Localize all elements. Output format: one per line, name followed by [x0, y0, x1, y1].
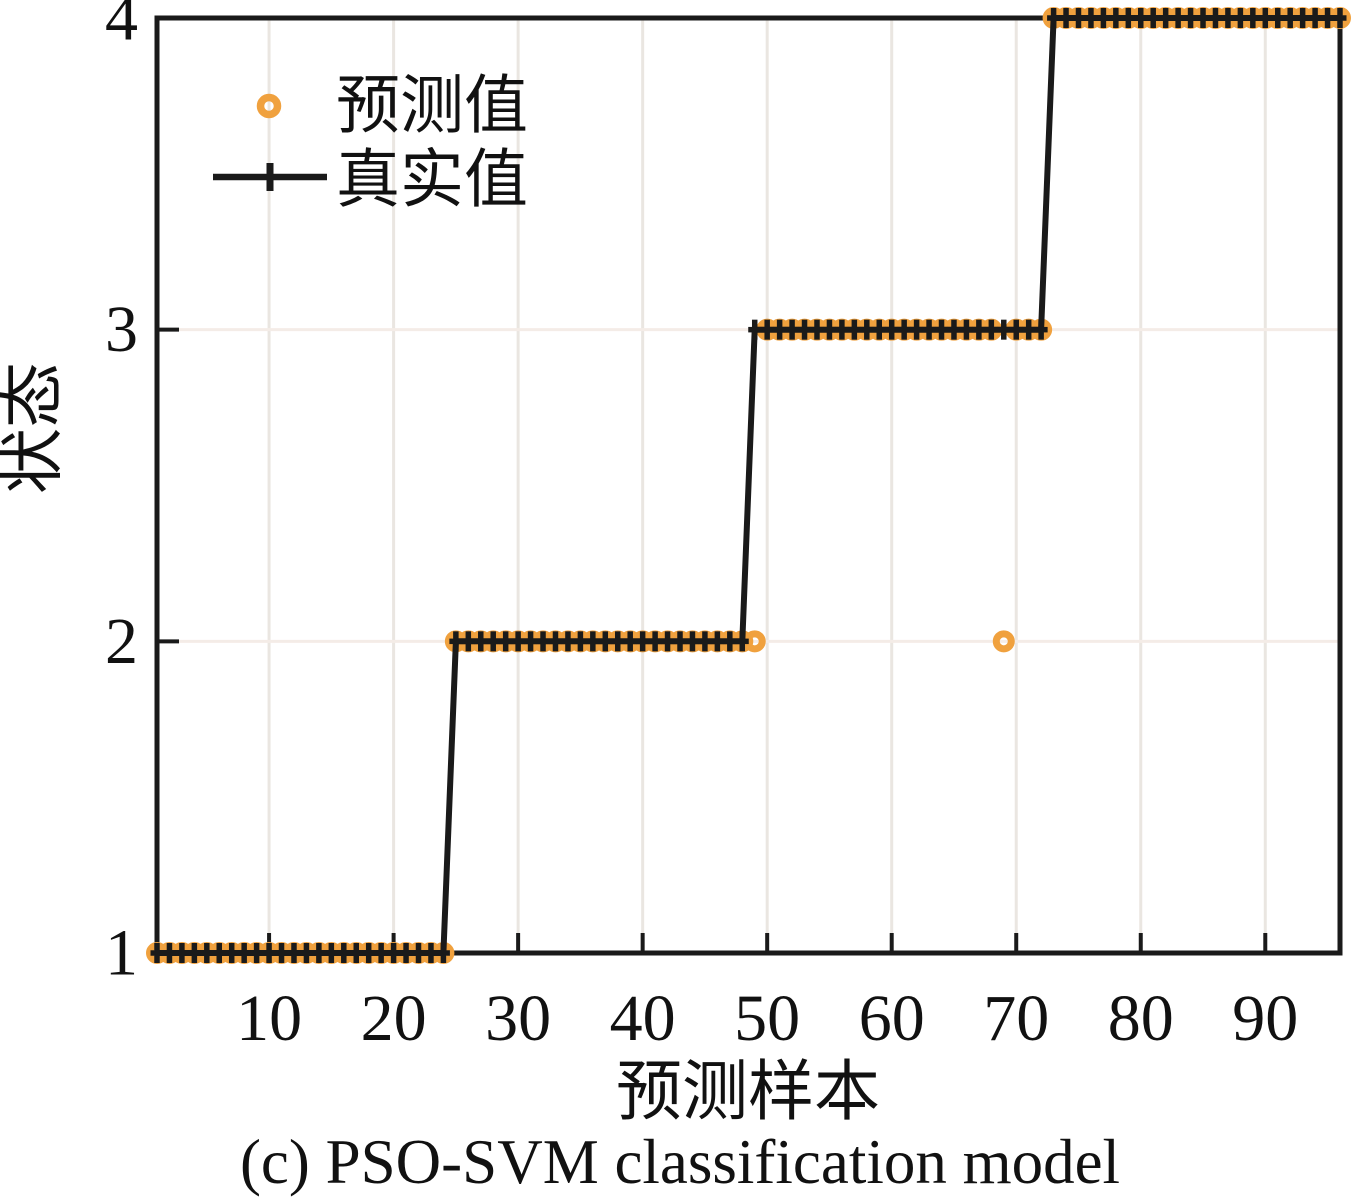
x-tick-label: 70	[983, 982, 1049, 1055]
x-tick-label: 10	[236, 982, 302, 1055]
x-tick-label: 20	[361, 982, 427, 1055]
y-tick-label: 1	[105, 917, 138, 990]
gridlines	[157, 18, 1340, 953]
y-axis-label: 状态	[0, 362, 70, 494]
figure-caption: (c) PSO-SVM classification model	[240, 1127, 1120, 1197]
predicted-point	[992, 630, 1015, 653]
legend: 预测值 真实值	[213, 71, 528, 216]
plot-border	[154, 15, 1343, 956]
actual-line	[157, 15, 1340, 956]
tick-labels: 10 20 30 40 50 60 70 80 90 1 2 3 4	[105, 0, 1298, 1055]
x-tick-label: 80	[1108, 982, 1174, 1055]
x-tick-label: 30	[485, 982, 551, 1055]
legend-label-predicted: 预测值	[336, 71, 528, 142]
x-tick-label: 60	[859, 982, 925, 1055]
series-actual	[150, 8, 1347, 963]
legend-open-circle-icon	[256, 93, 282, 119]
y-tick-label: 2	[105, 605, 138, 678]
x-axis-label: 预测样本	[616, 1056, 880, 1129]
x-tick-label: 50	[734, 982, 800, 1055]
y-tick-label: 4	[105, 0, 138, 55]
x-tick-label: 40	[610, 982, 676, 1055]
y-tick-label: 3	[105, 293, 138, 366]
x-tick-label: 90	[1232, 982, 1298, 1055]
legend-label-actual: 真实值	[336, 145, 528, 216]
